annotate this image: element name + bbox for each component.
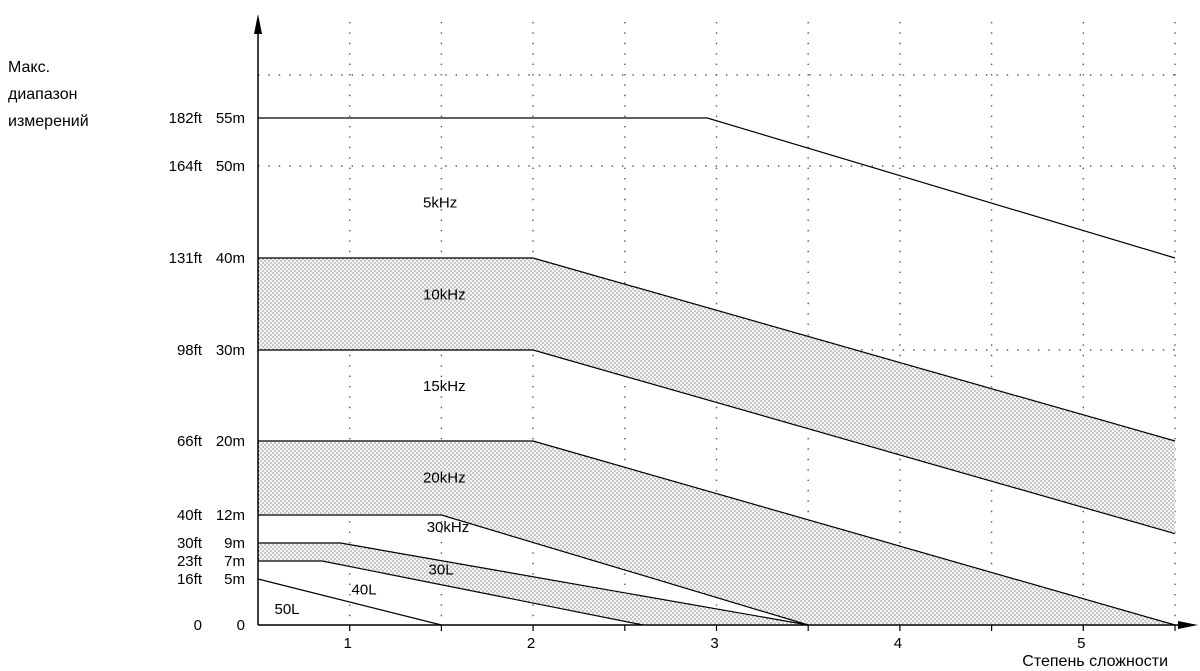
region-label: 30kHz: [427, 519, 470, 536]
region-label: 5kHz: [423, 194, 457, 211]
region-label: 50L: [275, 601, 300, 618]
y-tick-label-m: 30m: [216, 342, 245, 359]
y-tick-label-ft: 66ft: [177, 433, 203, 450]
y-tick-label-ft: 164ft: [169, 158, 203, 175]
x-tick-label: 1: [344, 635, 352, 652]
y-axis-title-line: измерений: [8, 113, 89, 130]
x-axis-arrow: [1178, 621, 1198, 629]
axis-titles: Макс. диапазон измерений Степень сложности: [8, 59, 1168, 670]
y-tick-label-m: 0: [237, 617, 245, 634]
region-label: 30L: [429, 562, 454, 579]
x-tick-label: 4: [894, 635, 902, 652]
y-tick-label-ft: 23ft: [177, 553, 203, 570]
y-tick-label-m: 12m: [216, 507, 245, 524]
series-line: [258, 542, 809, 626]
y-tick-label-m: 9m: [224, 535, 245, 552]
series-line: [257, 578, 442, 626]
series-lines: [257, 117, 1176, 626]
y-tick-label-ft: 30ft: [177, 535, 203, 552]
x-tick-label: 2: [527, 635, 535, 652]
y-tick-label-ft: 0: [194, 617, 202, 634]
x-axis-title: Степень сложности: [1022, 653, 1168, 670]
y-tick-label-ft: 40ft: [177, 507, 203, 524]
series-line: [258, 257, 1176, 442]
series-line: [258, 349, 1176, 535]
y-tick-label-ft: 182ft: [169, 110, 203, 127]
tick-labels: 0 0 16ft 5m 23ft 7m 30ft 9m 40ft 12m 66ft 20m 98ft 30…: [169, 110, 1086, 652]
y-tick-label-ft: 98ft: [177, 342, 203, 359]
y-tick-label-m: 20m: [216, 433, 245, 450]
axes: [254, 14, 1198, 631]
y-tick-label-m: 50m: [216, 158, 245, 175]
y-axis-title-line: диапазон: [8, 86, 77, 103]
region-label: 15kHz: [423, 378, 466, 395]
region-label: 20kHz: [423, 470, 466, 487]
y-tick-label-ft: 16ft: [177, 571, 203, 588]
region-label: 40L: [352, 582, 377, 599]
series-line: [258, 440, 1176, 626]
x-tick-label: 3: [710, 635, 718, 652]
y-axis-arrow: [254, 14, 262, 34]
x-tick-label: 5: [1077, 635, 1085, 652]
series-line: [258, 514, 809, 626]
series-line: [258, 117, 1176, 259]
y-tick-label-m: 7m: [224, 553, 245, 570]
shaded-bands: [258, 258, 1175, 625]
y-tick-label-m: 55m: [216, 110, 245, 127]
shaded-band: [258, 441, 1175, 625]
y-axis-title-line: Макс.: [8, 59, 50, 76]
y-tick-label-ft: 131ft: [169, 250, 203, 267]
y-tick-label-m: 5m: [224, 571, 245, 588]
region-labels: 5kHz 10kHz 15kHz 20kHz 30kHz 30L 40L 50L: [275, 194, 470, 618]
shaded-band: [258, 258, 1175, 534]
shaded-band: [258, 543, 809, 625]
region-label: 10kHz: [423, 286, 466, 303]
series-line: [258, 560, 644, 626]
y-tick-label-m: 40m: [216, 250, 245, 267]
